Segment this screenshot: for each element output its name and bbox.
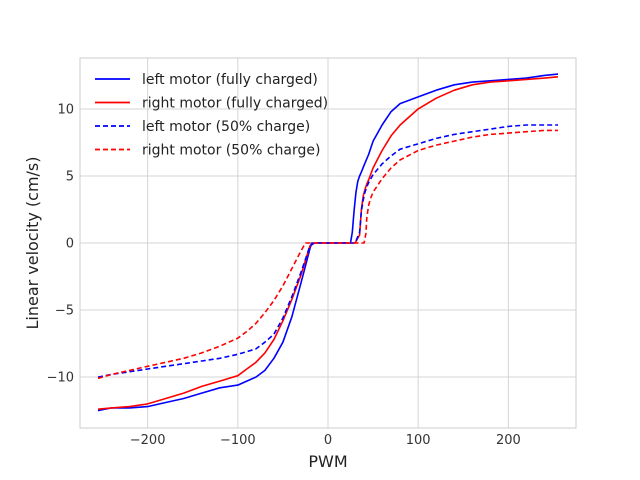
legend-label: left motor (50% charge) <box>142 119 310 135</box>
y-tick-label: −10 <box>47 371 74 386</box>
x-tick-label: −100 <box>220 433 256 448</box>
series-line-4 <box>97 129 558 380</box>
legend-label: left motor (fully charged) <box>142 72 318 88</box>
x-tick-label: −200 <box>130 433 166 448</box>
y-axis-label: Linear velocity (cm/s) <box>23 156 42 329</box>
y-tick-label: 10 <box>57 102 74 117</box>
x-tick-label: 100 <box>406 433 431 448</box>
x-tick-label: 200 <box>496 433 521 448</box>
legend: left motor (fully charged) right motor (f… <box>95 72 328 159</box>
y-tick-label: 5 <box>66 169 74 184</box>
plot-area-frame <box>79 57 577 429</box>
y-tick-label: −5 <box>55 304 74 319</box>
legend-label: right motor (fully charged) <box>142 96 328 112</box>
y-tick-label: 0 <box>66 237 74 252</box>
grid-layer <box>80 58 576 428</box>
x-tick-label: 0 <box>324 433 332 448</box>
series-layer <box>97 73 559 412</box>
y-axis-ticks: −10 −5 0 5 10 <box>47 102 74 385</box>
x-axis-label: PWM <box>308 452 347 471</box>
x-axis-ticks: −200 −100 0 100 200 <box>130 433 521 448</box>
series-line-3 <box>97 124 558 378</box>
legend-label: right motor (50% charge) <box>142 143 320 159</box>
